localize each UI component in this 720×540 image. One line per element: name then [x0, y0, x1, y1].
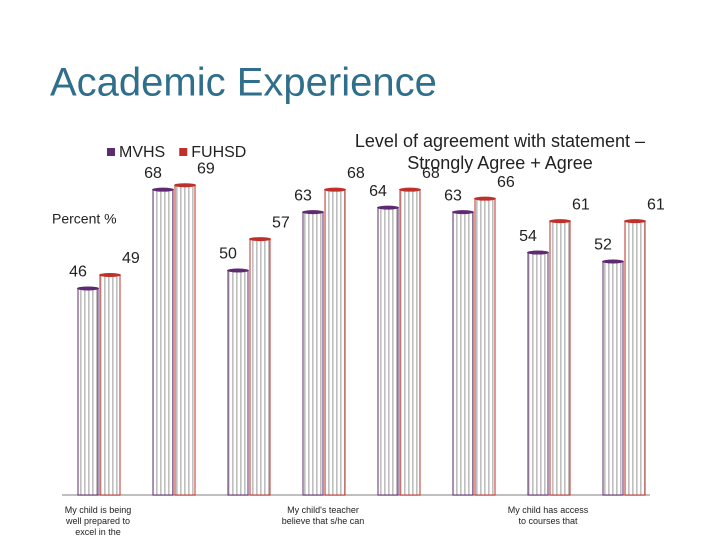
value-label: 49	[122, 250, 140, 267]
bar-cap	[377, 205, 399, 210]
bar-cap	[249, 237, 271, 242]
bar	[624, 220, 646, 496]
bar	[377, 207, 399, 496]
value-label: 69	[197, 160, 215, 177]
bar-cap	[474, 196, 496, 201]
value-label: 64	[369, 183, 387, 200]
bar-cap	[399, 187, 421, 192]
bar-cap	[174, 183, 196, 188]
bar	[249, 238, 271, 496]
bar	[77, 287, 99, 496]
bar-cap	[99, 272, 121, 277]
bar	[324, 189, 346, 496]
legend-swatch	[107, 148, 115, 156]
bar	[452, 211, 474, 496]
bar-cap	[302, 210, 324, 215]
value-label: 63	[294, 187, 312, 204]
legend-label: FUHSD	[191, 144, 246, 161]
bar	[549, 220, 571, 496]
bar-cap	[527, 250, 549, 255]
bar-cap	[452, 210, 474, 215]
bar-cap	[624, 219, 646, 224]
bar	[152, 189, 174, 496]
x-tick-label: My child has access to courses that	[507, 505, 589, 526]
bar-cap	[602, 259, 624, 264]
bar	[527, 252, 549, 496]
value-label: 61	[572, 196, 590, 213]
y-axis-label: Percent %	[52, 211, 117, 227]
bar-cap	[152, 187, 174, 192]
value-label: 54	[519, 228, 537, 245]
value-label: 50	[219, 246, 237, 263]
value-label: 63	[444, 187, 462, 204]
x-tick-label: My child's teacher believe that s/he can	[281, 505, 365, 526]
value-label: 68	[347, 165, 365, 182]
bar	[399, 189, 421, 496]
value-label: 46	[69, 264, 87, 281]
value-label: 57	[272, 214, 290, 231]
value-label: 68	[422, 165, 440, 182]
value-label: 61	[647, 196, 665, 213]
title: Academic Experience	[50, 61, 437, 105]
value-label: 52	[594, 237, 612, 254]
bar	[99, 274, 121, 496]
subtitle-box: Level of agreement with statement – Stro…	[354, 131, 646, 173]
bar	[302, 211, 324, 496]
bar-cap	[324, 187, 346, 192]
legend-label: MVHS	[119, 144, 165, 161]
value-label: 68	[144, 165, 162, 182]
x-tick-label: My child is being well prepared to excel…	[64, 505, 132, 537]
bar-cap	[549, 219, 571, 224]
bar-cap	[77, 286, 99, 291]
bar	[474, 198, 496, 496]
value-label: 66	[497, 174, 515, 191]
bar-cap	[227, 268, 249, 273]
bar	[227, 270, 249, 496]
bar	[174, 184, 196, 496]
legend-swatch	[179, 148, 188, 156]
bar	[602, 261, 624, 496]
subtitle: Level of agreement with statement – Stro…	[354, 131, 646, 173]
